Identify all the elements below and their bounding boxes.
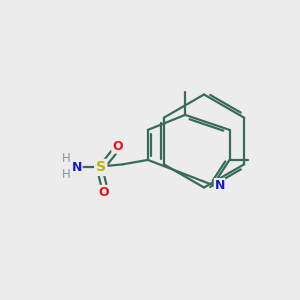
Text: N: N — [72, 161, 82, 174]
Text: N: N — [214, 178, 225, 192]
Text: O: O — [112, 140, 123, 153]
Text: H: H — [62, 167, 71, 181]
Text: S: S — [96, 160, 106, 174]
Text: O: O — [98, 185, 109, 199]
Text: H: H — [62, 152, 71, 166]
